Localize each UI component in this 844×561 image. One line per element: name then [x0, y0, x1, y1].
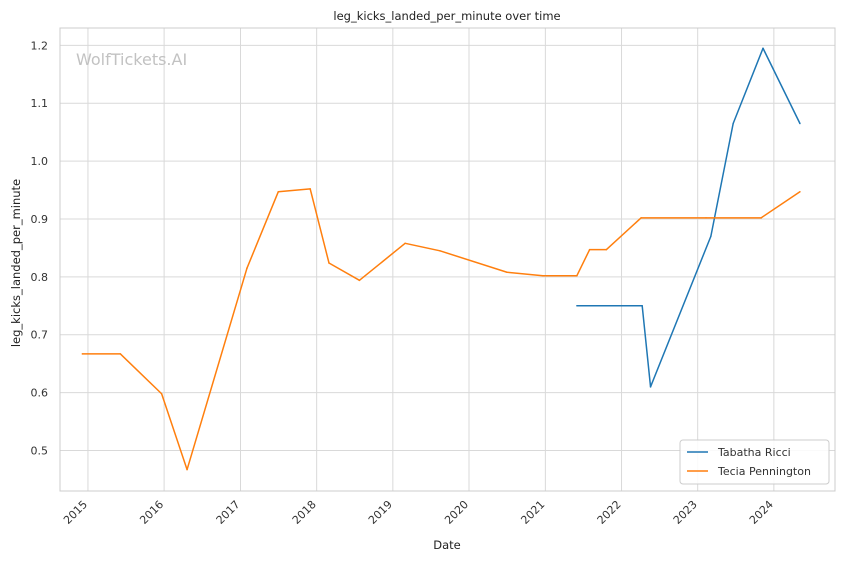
series-line-1: [82, 188, 801, 471]
data-point: [186, 468, 188, 471]
data-point: [277, 191, 280, 193]
data-point: [605, 248, 608, 251]
data-point: [641, 305, 643, 307]
data-point: [799, 191, 801, 193]
data-point: [588, 248, 591, 251]
data-point: [710, 235, 712, 238]
data-point: [576, 274, 578, 277]
chart-title: leg_kicks_landed_per_minute over time: [333, 9, 560, 23]
data-point: [760, 217, 762, 219]
y-tick-label: 0.6: [31, 387, 49, 400]
y-axis: 0.5 0.6 0.7 0.8 0.9 1.0 1.1 1.2: [31, 39, 49, 457]
y-tick-label: 0.8: [31, 271, 49, 284]
y-tick-label: 0.9: [31, 213, 49, 226]
data-point: [81, 353, 84, 355]
data-point: [649, 386, 652, 388]
data-point: [506, 271, 508, 273]
data-point: [160, 393, 163, 395]
data-point: [762, 47, 764, 50]
series-layer: [81, 47, 801, 471]
legend-entry: Tabatha Ricci: [717, 446, 791, 459]
data-point: [799, 122, 801, 125]
data-point: [542, 274, 544, 277]
data-point: [732, 122, 734, 125]
data-point: [705, 217, 707, 219]
y-tick-label: 1.0: [31, 155, 49, 168]
data-point: [576, 305, 578, 307]
data-point: [309, 188, 311, 190]
y-tick-label: 1.1: [31, 97, 49, 110]
plot-frame: [59, 27, 836, 492]
legend-box: [679, 439, 830, 485]
data-point: [439, 250, 441, 252]
data-point: [246, 267, 248, 269]
x-axis-label: Date: [433, 538, 461, 552]
data-point: [640, 217, 642, 219]
watermark-text: WolfTickets.AI: [76, 50, 187, 69]
legend: Tabatha Ricci Tecia Pennington: [679, 439, 830, 485]
y-tick-label: 0.7: [31, 329, 49, 342]
data-point: [404, 242, 406, 245]
data-point: [119, 353, 122, 355]
data-point: [328, 262, 330, 264]
legend-entry: Tecia Pennington: [717, 465, 811, 478]
y-tick-label: 0.5: [31, 444, 49, 457]
y-tick-label: 1.2: [31, 39, 49, 52]
data-point: [358, 279, 361, 282]
y-axis-label: leg_kicks_landed_per_minute: [9, 179, 23, 347]
